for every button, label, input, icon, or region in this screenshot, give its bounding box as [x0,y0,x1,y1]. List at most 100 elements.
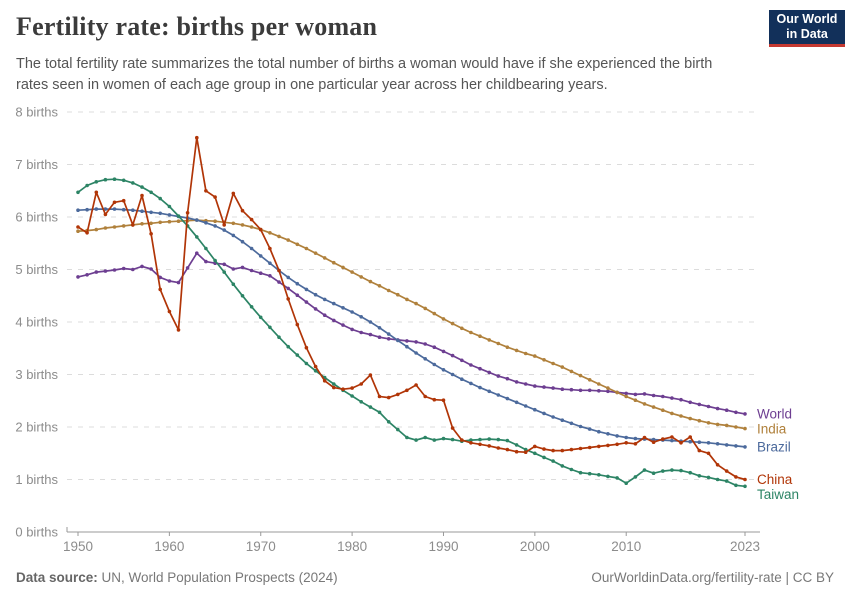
data-point[interactable] [661,437,665,441]
data-point[interactable] [405,388,409,393]
data-point[interactable] [487,437,492,441]
data-point[interactable] [487,444,492,448]
data-point[interactable] [450,372,455,377]
data-point[interactable] [734,410,738,415]
data-point[interactable] [313,292,318,297]
data-point[interactable] [496,437,501,442]
data-point[interactable] [304,300,309,304]
series-line-india[interactable] [77,219,746,430]
data-point[interactable] [688,439,692,444]
data-point[interactable] [441,436,446,441]
data-point[interactable] [240,239,245,244]
data-point[interactable] [542,455,546,460]
data-point[interactable] [624,394,628,399]
data-point[interactable] [423,394,428,399]
data-point[interactable] [386,332,391,336]
data-point[interactable] [112,200,117,205]
data-point[interactable] [642,435,647,440]
data-point[interactable] [633,392,638,397]
data-point[interactable] [615,442,619,447]
data-point[interactable] [268,325,272,330]
data-point[interactable] [441,317,446,321]
data-point[interactable] [85,207,89,212]
data-point[interactable] [414,340,418,344]
data-point[interactable] [405,435,409,440]
series-china[interactable] [76,135,747,482]
data-point[interactable] [441,368,446,372]
data-point[interactable] [523,447,528,452]
data-point[interactable] [670,468,674,472]
data-point[interactable] [551,459,555,463]
data-point[interactable] [670,411,674,416]
data-point[interactable] [523,450,528,455]
data-point[interactable] [542,411,546,416]
data-point[interactable] [505,438,510,443]
data-point[interactable] [505,376,510,381]
data-point[interactable] [231,221,236,226]
data-point[interactable] [249,305,254,309]
data-point[interactable] [231,282,236,287]
data-point[interactable] [651,393,656,398]
data-point[interactable] [432,311,437,316]
data-point[interactable] [277,268,281,273]
data-point[interactable] [460,438,464,442]
data-point[interactable] [679,468,683,473]
data-point[interactable] [533,444,537,449]
data-point[interactable] [432,438,437,442]
data-point[interactable] [76,190,80,195]
data-point[interactable] [469,438,473,442]
data-point[interactable] [478,385,482,390]
data-point[interactable] [450,426,455,430]
data-point[interactable] [140,193,144,198]
data-point[interactable] [642,468,647,472]
data-point[interactable] [514,400,519,405]
data-point[interactable] [85,231,89,235]
series-line-world[interactable] [77,252,746,415]
data-point[interactable] [295,353,300,357]
data-point[interactable] [487,370,492,375]
data-point[interactable] [76,208,80,212]
data-point[interactable] [743,412,747,416]
series-line-taiwan[interactable] [77,178,746,488]
data-point[interactable] [469,381,473,386]
data-point[interactable] [414,383,418,387]
data-point[interactable] [304,246,309,251]
data-point[interactable] [359,400,364,404]
data-point[interactable] [523,404,528,408]
data-point[interactable] [743,484,747,489]
data-point[interactable] [204,189,208,193]
data-point[interactable] [149,267,153,271]
data-point[interactable] [195,218,199,222]
data-point[interactable] [706,451,711,456]
data-point[interactable] [112,207,117,211]
data-point[interactable] [112,225,117,229]
data-point[interactable] [121,207,126,212]
data-point[interactable] [140,209,144,213]
data-point[interactable] [587,378,592,382]
data-point[interactable] [706,404,711,409]
data-point[interactable] [368,320,373,324]
data-point[interactable] [724,423,729,428]
data-point[interactable] [651,440,656,445]
data-point[interactable] [578,446,583,451]
data-point[interactable] [368,279,373,284]
data-point[interactable] [350,386,354,390]
data-point[interactable] [313,251,318,255]
data-point[interactable] [322,297,327,302]
data-point[interactable] [450,353,455,358]
data-point[interactable] [377,335,382,340]
data-point[interactable] [368,405,373,409]
data-point[interactable] [94,180,99,184]
data-point[interactable] [560,387,565,392]
data-point[interactable] [597,473,601,477]
data-point[interactable] [715,442,720,446]
data-point[interactable] [706,421,711,425]
data-point[interactable] [523,351,528,356]
data-point[interactable] [679,414,683,418]
data-point[interactable] [743,426,747,431]
data-point[interactable] [176,219,181,223]
data-point[interactable] [304,287,309,292]
data-point[interactable] [313,369,318,373]
data-point[interactable] [560,448,565,453]
data-point[interactable] [286,297,291,301]
